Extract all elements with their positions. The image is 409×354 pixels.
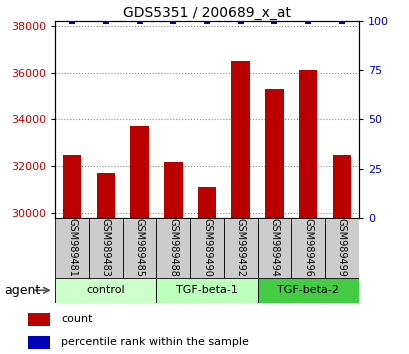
Title: GDS5351 / 200689_x_at: GDS5351 / 200689_x_at [123, 6, 290, 20]
Bar [164, 161, 182, 354]
Text: TGF-beta-2: TGF-beta-2 [276, 285, 338, 295]
Bar [190, 218, 223, 278]
Bar [231, 61, 249, 354]
Text: GSM989499: GSM989499 [336, 218, 346, 277]
Text: TGF-beta-1: TGF-beta-1 [176, 285, 237, 295]
Bar [156, 278, 257, 303]
Text: GSM989485: GSM989485 [134, 218, 144, 277]
Bar [28, 336, 50, 349]
Bar [257, 218, 291, 278]
Bar [156, 218, 190, 278]
Text: agent: agent [4, 285, 40, 297]
Bar [223, 218, 257, 278]
Bar [265, 89, 283, 354]
Bar [298, 70, 317, 354]
Text: GSM989494: GSM989494 [269, 218, 279, 277]
Bar [332, 155, 350, 354]
Bar [89, 218, 122, 278]
Text: GSM989490: GSM989490 [202, 218, 211, 277]
Bar [63, 155, 81, 354]
Bar [55, 278, 156, 303]
Text: GSM989481: GSM989481 [67, 218, 77, 277]
Text: GSM989483: GSM989483 [101, 218, 111, 277]
Bar [324, 218, 358, 278]
Bar [291, 218, 324, 278]
Bar [97, 173, 115, 354]
Text: GSM989492: GSM989492 [235, 218, 245, 277]
Bar [55, 218, 89, 278]
Text: count: count [61, 314, 92, 325]
Text: GSM989496: GSM989496 [302, 218, 312, 277]
Bar [197, 187, 216, 354]
Bar [130, 126, 148, 354]
Bar [122, 218, 156, 278]
Text: GSM989488: GSM989488 [168, 218, 178, 277]
Text: control: control [86, 285, 125, 295]
Bar [257, 278, 358, 303]
Text: percentile rank within the sample: percentile rank within the sample [61, 337, 248, 348]
Bar [28, 313, 50, 326]
